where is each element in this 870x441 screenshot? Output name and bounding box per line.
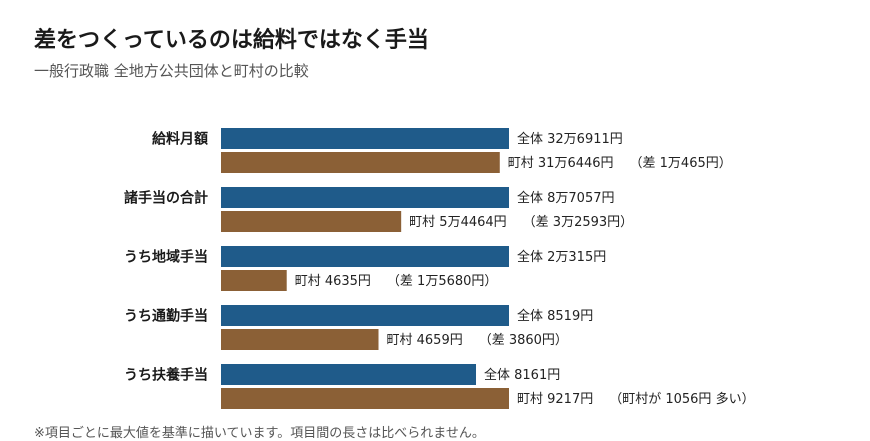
chart-subtitle: 一般行政職 全地方公共団体と町村の比較	[34, 62, 309, 80]
data-label-all: 全体 8161円	[484, 367, 560, 383]
data-label-diff: （差 3万2593円）	[523, 215, 634, 230]
data-label-town: 町村 9217円	[517, 392, 593, 407]
data-label-all: 全体 8万7057円	[517, 190, 615, 206]
bar-all	[221, 364, 477, 385]
chart-footnote: ※項目ごとに最大値を基準に描いています。項目間の長さは比べられません。	[34, 426, 485, 441]
category-label: 諸手当の合計	[124, 190, 208, 207]
bar-town	[221, 152, 500, 173]
bar-all	[221, 246, 509, 267]
data-label-diff: （差 1万465円）	[630, 156, 732, 171]
data-label-diff: （差 3860円）	[479, 333, 568, 348]
data-label-diff: （町村が 1056円 多い）	[609, 391, 754, 407]
data-label-all: 全体 32万6911円	[517, 131, 623, 147]
bar-all	[221, 305, 509, 326]
data-label-town: 町村 4635円	[295, 274, 371, 289]
bar-town	[221, 388, 509, 409]
data-label-town: 町村 31万6446円	[508, 156, 614, 171]
category-label: うち地域手当	[124, 249, 208, 266]
data-label-all: 全体 2万315円	[517, 249, 606, 265]
bar-town	[221, 329, 379, 350]
category-label: うち扶養手当	[124, 367, 208, 384]
bar-all	[221, 187, 509, 208]
bar-town	[221, 211, 402, 232]
data-label-diff: （差 1万5680円）	[387, 274, 498, 289]
data-label-town: 町村 4659円	[387, 333, 463, 348]
data-label-town: 町村 5万4464円	[409, 215, 507, 230]
bar-town	[221, 270, 287, 291]
chart-title: 差をつくっているのは給料ではなく手当	[34, 28, 429, 53]
data-label-all: 全体 8519円	[517, 308, 593, 324]
category-label: うち通勤手当	[124, 308, 208, 325]
category-label: 給料月額	[152, 131, 208, 148]
bar-all	[221, 128, 509, 149]
